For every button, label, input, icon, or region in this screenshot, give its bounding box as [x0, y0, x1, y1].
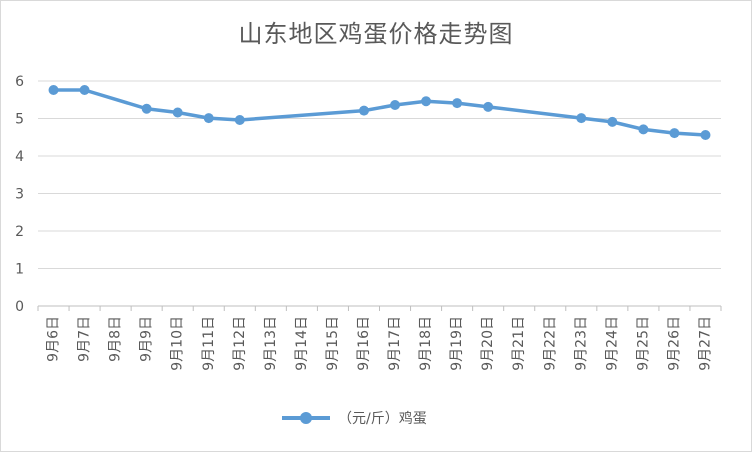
y-tick-label: 3	[15, 187, 24, 203]
x-tick-label: 9月25日	[635, 316, 651, 371]
x-tick-label: 9月16日	[356, 316, 372, 371]
x-tick-label: 9月7日	[77, 316, 93, 362]
x-tick-label: 9月19日	[449, 316, 465, 371]
x-tick-label: 9月6日	[46, 316, 62, 362]
legend-label: （元/斤）鸡蛋	[338, 411, 427, 427]
gridlines	[37, 80, 722, 311]
y-axis-tick-labels: 0 1 2 3 4 5 6	[15, 74, 24, 315]
x-axis-tick-labels: 9月6日 9月7日 9月8日 9月9日 9月10日 9月11日 9月12日 9月13日 9月14…	[46, 316, 714, 371]
data-point	[358, 105, 369, 116]
series-layer	[48, 85, 711, 140]
data-point	[483, 101, 494, 112]
data-point	[421, 96, 432, 107]
data-point	[234, 115, 245, 125]
y-tick-label: 2	[15, 224, 24, 240]
data-point	[669, 128, 680, 139]
y-tick-label: 4	[15, 149, 24, 165]
legend: （元/斤）鸡蛋	[282, 405, 427, 431]
data-point	[452, 98, 463, 109]
x-tick-label: 9月26日	[666, 316, 682, 371]
x-tick-label: 9月17日	[387, 316, 403, 371]
data-point	[203, 113, 214, 124]
y-tick-label: 1	[15, 262, 24, 278]
data-point	[172, 107, 183, 118]
x-tick-label: 9月15日	[325, 316, 341, 371]
legend-marker	[282, 411, 330, 425]
data-point	[607, 116, 618, 127]
x-tick-label: 9月11日	[201, 316, 217, 371]
x-tick-label: 9月24日	[604, 316, 620, 371]
x-tick-label: 9月22日	[542, 316, 558, 371]
x-tick-label: 9月20日	[480, 316, 496, 371]
data-point	[576, 113, 587, 124]
x-tick-label: 9月18日	[418, 316, 434, 371]
x-tick-label: 9月9日	[139, 316, 155, 362]
x-tick-label: 9月21日	[511, 316, 527, 371]
data-point	[141, 103, 152, 114]
data-point	[390, 100, 401, 110]
y-tick-label: 6	[15, 74, 24, 90]
data-point	[700, 130, 711, 140]
chart-title: 山东地区鸡蛋价格走势图	[238, 20, 514, 48]
data-point	[48, 85, 59, 95]
x-tick-label: 9月12日	[232, 316, 248, 371]
data-point	[79, 85, 90, 95]
x-tick-label: 9月8日	[108, 316, 124, 362]
data-point	[638, 124, 649, 135]
x-tick-label: 9月23日	[573, 316, 589, 371]
series-line	[51, 88, 708, 137]
x-tick-label: 9月27日	[697, 316, 713, 371]
x-tick-label: 9月13日	[263, 316, 279, 371]
y-tick-label: 5	[15, 112, 24, 128]
y-tick-label: 0	[15, 299, 24, 315]
x-tick-label: 9月10日	[170, 316, 186, 371]
x-tick-label: 9月14日	[294, 316, 310, 371]
